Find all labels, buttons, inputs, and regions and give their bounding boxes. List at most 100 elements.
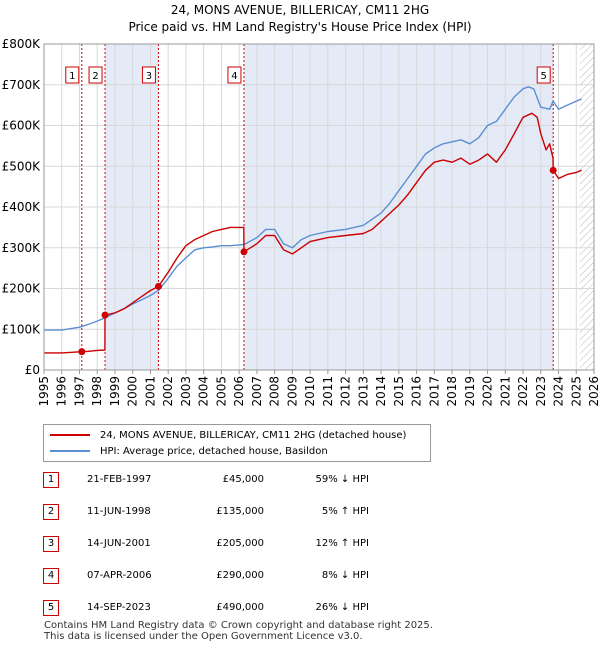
footer-licence: This data is licensed under the Open Gov… [44,631,363,642]
x-tick-label: 2022 [516,376,530,407]
table-row: 5 14-SEP-2023 £490,000 26% ↓ HPI [43,600,563,616]
x-tick-label: 2002 [161,376,175,407]
transaction-price: £290,000 [216,570,264,581]
x-tick-label: 2023 [534,376,548,407]
transaction-label-box [65,66,80,84]
transaction-date: 14-SEP-2023 [87,602,151,613]
transaction-number: 2 [43,504,59,520]
series-line-hpi [44,86,582,331]
x-tick-label: 1999 [108,376,122,407]
chart-subtitle: Price paid vs. HM Land Registry's House … [128,20,471,34]
table-row: 1 21-FEB-1997 £45,000 59% ↓ HPI [43,472,563,488]
x-tick-label: 2005 [214,376,228,407]
transaction-date: 07-APR-2006 [87,570,152,581]
legend-item-property: 24, MONS AVENUE, BILLERICAY, CM11 2HG (d… [50,427,406,443]
x-tick-label: 2026 [587,376,600,407]
y-tick-label: £100K [2,322,42,336]
transaction-label-box [141,66,156,84]
transaction-label: 4 [231,71,237,82]
legend: 24, MONS AVENUE, BILLERICAY, CM11 2HG (d… [43,424,431,462]
x-tick-label: 2000 [126,376,140,407]
transaction-price: £490,000 [216,602,264,613]
x-tick-label: 1995 [37,376,51,407]
y-tick-label: £200K [2,282,42,296]
transaction-label-box [88,66,103,84]
transaction-label-box [227,66,242,84]
legend-label-property: 24, MONS AVENUE, BILLERICAY, CM11 2HG (d… [100,429,407,441]
x-tick-label: 2007 [250,376,264,407]
y-tick-label: £600K [2,119,42,133]
x-tick-label: 2012 [339,376,353,407]
grid [43,43,595,371]
sale-marker [240,248,248,256]
x-tick-label: 2015 [392,376,406,407]
footer: Contains HM Land Registry data © Crown c… [44,620,433,642]
x-tick-label: 2004 [197,376,211,407]
y-tick-label: £400K [2,200,42,214]
transaction-hpi: 5% ↑ HPI [321,506,369,517]
transaction-labels: 1 2 3 4 5 [65,66,551,84]
x-tick-label: 1998 [90,376,104,407]
transaction-label-box [536,66,551,84]
transaction-date: 21-FEB-1997 [87,474,152,485]
y-tick-label: £0 [25,363,40,377]
legend-item-hpi: HPI: Average price, detached house, Basi… [50,443,328,459]
table-row: 3 14-JUN-2001 £205,000 12% ↑ HPI [43,536,563,552]
legend-swatch-hpi [50,450,90,452]
x-tick-label: 2009 [285,376,299,407]
x-tick-label: 2025 [569,376,583,407]
y-tick-label: £800K [2,37,42,51]
transaction-label: 1 [69,71,75,82]
x-tick-label: 1997 [72,376,86,407]
chart-title: 24, MONS AVENUE, BILLERICAY, CM11 2HG [171,3,429,17]
x-tick-label: 2020 [481,376,495,407]
series-lines [44,86,582,354]
transaction-hpi: 8% ↓ HPI [321,570,369,581]
x-tick-label: 2019 [463,376,477,407]
transaction-label: 5 [541,71,547,82]
transaction-price: £205,000 [216,538,264,549]
x-tick-label: 2013 [356,376,370,407]
y-tick-label: £500K [2,159,42,173]
transaction-hpi: 12% ↑ HPI [315,538,369,549]
sale-markers [78,166,557,356]
transaction-hpi: 59% ↓ HPI [315,474,369,485]
x-tick-label: 2016 [410,376,424,407]
transaction-price: £135,000 [216,506,264,517]
sale-marker [154,282,162,290]
transaction-price: £45,000 [222,474,264,485]
x-tick-label: 2021 [498,376,512,407]
price-chart: 24, MONS AVENUE, BILLERICAY, CM11 2HG Pr… [2,3,600,407]
x-tick-label: 2008 [268,376,282,407]
x-tick-label: 2018 [445,376,459,407]
legend-swatch-property [50,434,90,436]
table-row: 2 11-JUN-1998 £135,000 5% ↑ HPI [43,504,563,520]
x-axis: 1995 1996 1997 1998 1999 2000 2001 2002 2003 2004… [37,370,600,407]
transaction-number: 3 [43,536,59,552]
x-tick-label: 2003 [179,376,193,407]
x-tick-label: 2011 [321,376,335,407]
y-axis: £0 £100K £200K £300K £400K £500K £600K £700K £80… [2,37,42,377]
transaction-number: 4 [43,568,59,584]
sale-marker [101,311,109,319]
transaction-hpi: 26% ↓ HPI [315,602,369,613]
x-tick-label: 2017 [427,376,441,407]
transaction-date: 11-JUN-1998 [87,506,151,517]
legend-label-hpi: HPI: Average price, detached house, Basi… [100,445,328,457]
sale-marker [549,166,557,174]
footer-copyright: Contains HM Land Registry data © Crown c… [44,620,433,631]
y-tick-label: £700K [2,78,42,92]
transaction-number: 1 [43,472,59,488]
transaction-date: 14-JUN-2001 [87,538,151,549]
x-tick-label: 2001 [143,376,157,407]
table-row: 4 07-APR-2006 £290,000 8% ↓ HPI [43,568,563,584]
transaction-number: 5 [43,600,59,616]
x-tick-label: 2006 [232,376,246,407]
sale-marker [78,348,86,356]
transaction-label: 3 [146,71,152,82]
plot-frame [43,43,595,371]
y-tick-label: £300K [2,241,42,255]
x-tick-label: 2014 [374,376,388,407]
x-tick-label: 1996 [55,376,69,407]
x-tick-label: 2024 [552,376,566,407]
